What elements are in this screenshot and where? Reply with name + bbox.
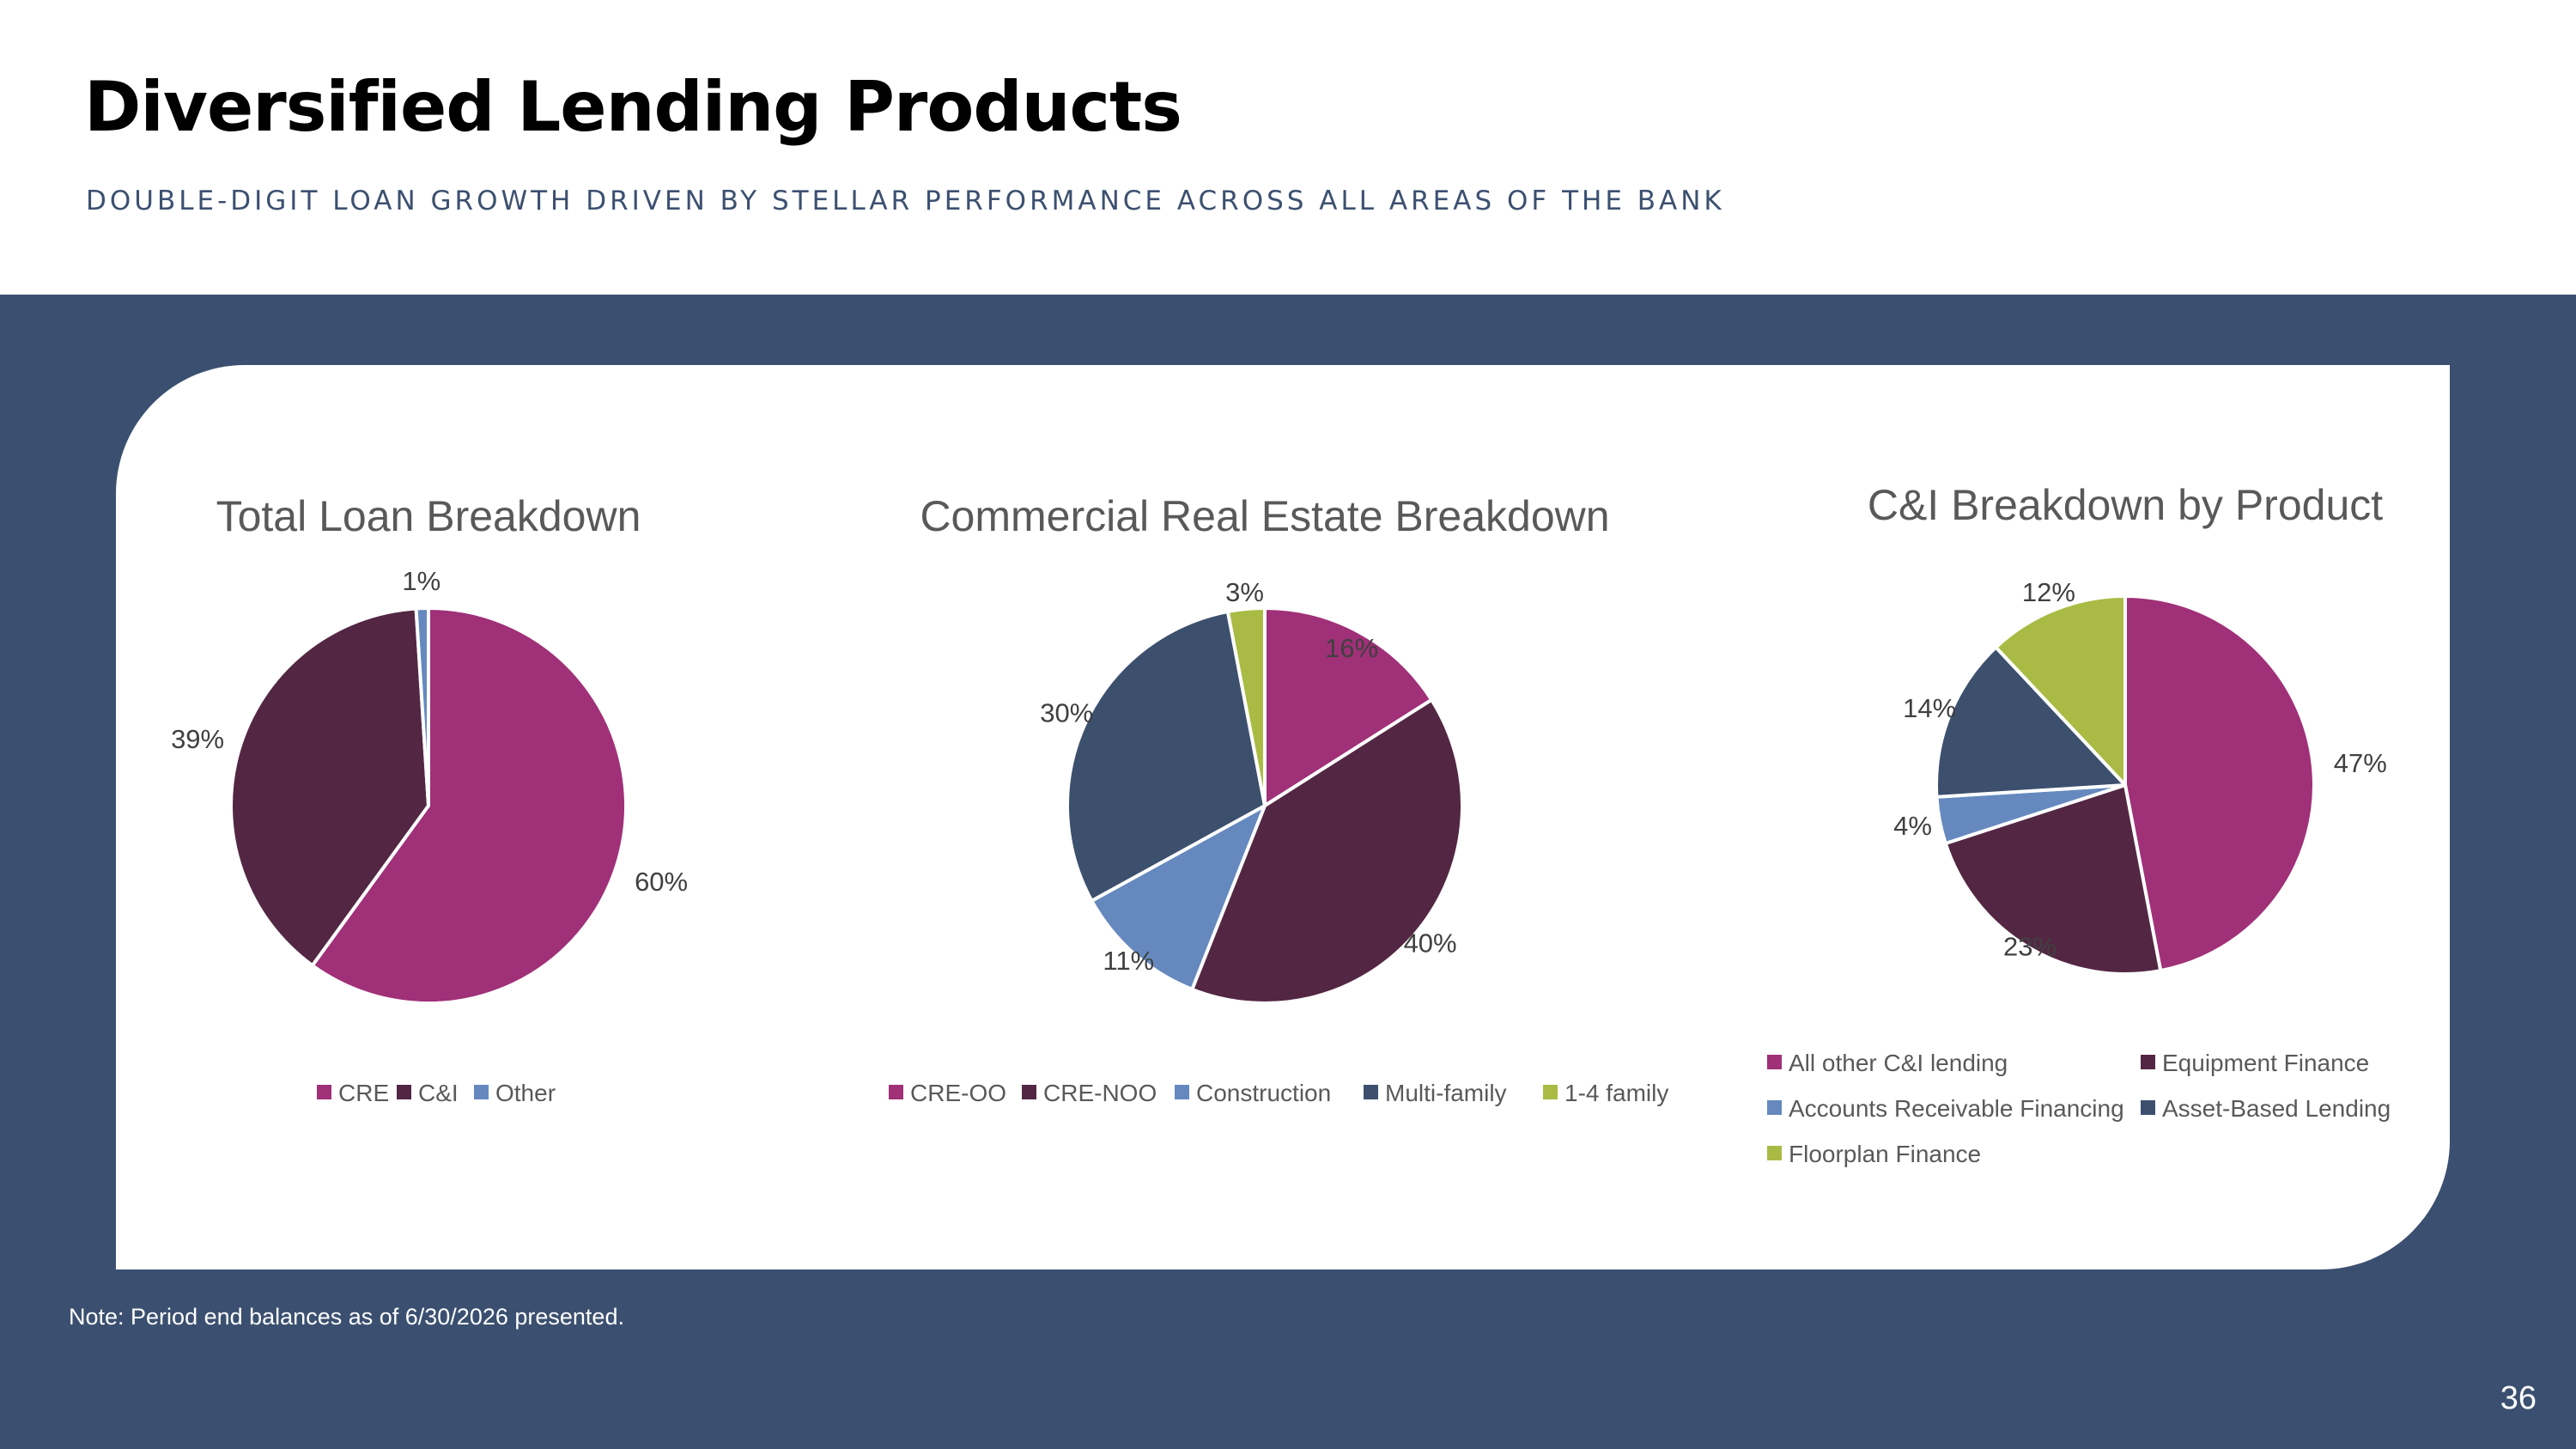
legend-label-construction: Construction — [1196, 1080, 1331, 1106]
legend-label-1-4-family: 1-4 family — [1564, 1080, 1668, 1106]
legend-label-asset-based-lending: Asset-Based Lending — [2162, 1095, 2391, 1122]
legend-swatch-1-4-family — [1543, 1085, 1558, 1099]
legend-label-cre-noo: CRE-NOO — [1043, 1080, 1157, 1106]
legend-swatch-equipment-finance — [2141, 1055, 2155, 1069]
pie-slice-1-4-family — [1225, 606, 1267, 807]
data-label-equipment-finance: 23% — [2003, 932, 2057, 962]
pie-slice-equipment-finance — [1943, 783, 2163, 976]
data-label-asset-based-lending: 14% — [1903, 693, 1956, 723]
data-label-floorplan-finance: 12% — [2022, 577, 2075, 607]
pie-slice-asset-based-lending — [1935, 645, 2127, 799]
data-label-cre: 60% — [635, 867, 688, 897]
chart-legend: All other C&I lending Equipment Finance Ac… — [1767, 1050, 2391, 1167]
pie-slice-cre — [310, 606, 628, 1005]
legend-swatch-multi-family — [1364, 1085, 1378, 1099]
legend-label-equipment-finance: Equipment Finance — [2162, 1050, 2369, 1076]
legend-swatch-candi — [397, 1085, 411, 1099]
chart-legend: CRE C&I Other — [317, 1080, 556, 1106]
legend-swatch-cre-noo — [1022, 1085, 1036, 1099]
legend-label-candi: C&I — [418, 1080, 459, 1106]
legend-label-all-other-candi-lending: All other C&I lending — [1789, 1050, 2008, 1076]
data-label-cre-noo: 40% — [1404, 928, 1457, 958]
legend-label-other: Other — [495, 1080, 556, 1106]
pie-slice-candi — [229, 606, 430, 968]
pie-slice-floorplan-finance — [1994, 594, 2127, 787]
legend-swatch-cre-oo — [889, 1085, 903, 1099]
legend-swatch-accounts-receivable-financing — [1767, 1100, 1782, 1115]
pie-slice-construction — [1090, 804, 1267, 991]
legend-swatch-floorplan-finance — [1767, 1146, 1782, 1160]
pie-slice-multi-family — [1066, 610, 1267, 903]
pie-chart-1: Total Loan Breakdown 60% 39% 1% CRE C&I Other — [171, 492, 688, 1106]
pie-slice-cre-oo — [1263, 606, 1434, 807]
data-label-other: 1% — [402, 566, 440, 596]
charts-card: Total Loan Breakdown 60% 39% 1% CRE C&I Other C… — [116, 365, 2450, 1269]
slide-subtitle: DOUBLE-DIGIT LOAN GROWTH DRIVEN BY STELL… — [86, 186, 1725, 216]
slide-header: Diversified Lending Products DOUBLE-DIGI… — [0, 0, 2576, 295]
legend-swatch-asset-based-lending — [2141, 1100, 2155, 1115]
legend-label-accounts-receivable-financing: Accounts Receivable Financing — [1789, 1095, 2124, 1122]
data-label-candi: 39% — [171, 724, 224, 754]
legend-label-floorplan-finance: Floorplan Finance — [1789, 1141, 1981, 1167]
chart-legend: CRE-OO CRE-NOO Construction Multi-family 1-4… — [889, 1080, 1668, 1106]
legend-label-cre-oo: CRE-OO — [910, 1080, 1006, 1106]
pie-slice-other — [414, 606, 430, 807]
pie-chart-2: Commercial Real Estate Breakdown 16% 40% 11… — [889, 492, 1668, 1106]
chart-title: Total Loan Breakdown — [216, 492, 641, 540]
chart-title: C&I Breakdown by Product — [1868, 481, 2383, 529]
pie-slice-all-other-candi-lending — [2123, 594, 2316, 973]
pie-chart-3: C&I Breakdown by Product 47% 23% 4% 14% 12% Al… — [1767, 481, 2391, 1167]
data-label-1-4-family: 3% — [1225, 577, 1264, 607]
legend-label-cre: CRE — [338, 1080, 389, 1106]
data-label-multi-family: 30% — [1040, 697, 1093, 728]
data-label-cre-oo: 16% — [1325, 633, 1378, 663]
data-label-all-other-candi-lending: 47% — [2334, 748, 2387, 778]
slide-title: Diversified Lending Products — [84, 67, 1182, 147]
legend-swatch-cre — [317, 1085, 331, 1099]
data-label-accounts-receivable-financing: 4% — [1893, 811, 1932, 841]
data-label-construction: 11% — [1103, 946, 1154, 976]
page-number: 36 — [2500, 1380, 2537, 1416]
legend-swatch-all-other-candi-lending — [1767, 1055, 1782, 1069]
pie-slice-cre-noo — [1190, 697, 1464, 1006]
legend-swatch-construction — [1175, 1085, 1189, 1099]
legend-label-multi-family: Multi-family — [1385, 1080, 1507, 1106]
legend-swatch-other — [474, 1085, 489, 1099]
chart-title: Commercial Real Estate Breakdown — [920, 492, 1609, 540]
footnote: Note: Period end balances as of 6/30/202… — [69, 1304, 624, 1330]
